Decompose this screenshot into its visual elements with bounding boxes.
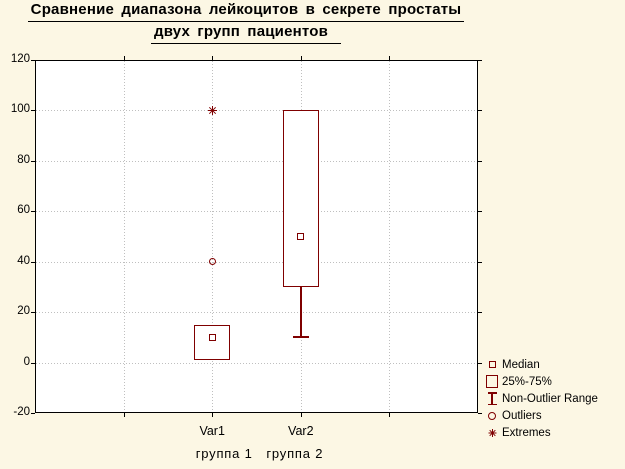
y-tick-label: 100 [10,103,30,115]
y-tick-label: 120 [10,53,30,65]
x-tick-bottom [124,413,125,417]
extreme-asterisk-icon [488,428,496,437]
median-square-icon [488,361,496,368]
group-label-2: группа 2 [266,446,324,461]
y-tick-left [31,161,35,162]
y-tick-right [478,161,482,162]
legend-symbol-cell [485,375,499,389]
legend-symbol-cell [485,358,499,372]
y-tick-label: -20 [13,406,30,418]
x-tick-top [212,56,213,60]
y-tick-right [478,110,482,111]
chart-title-line2: двух групп пациентов [150,22,342,44]
y-tick-label: 60 [17,204,30,216]
y-tick-left [31,312,35,313]
legend-item-label: 25%-75% [502,375,552,388]
y-tick-label: 80 [17,154,30,166]
x-tick-top [301,56,302,60]
chart-title: Сравнение диапазона лейкоцитов в секрете… [0,0,492,44]
legend-item-label: Extremes [502,426,551,439]
whisker-cap-var2 [292,336,309,339]
y-tick-right [478,413,482,414]
legend-symbol-cell [485,392,499,406]
legend-item-label: Outliers [502,409,542,422]
plot-area [35,60,478,413]
legend-symbol-cell [485,409,499,423]
y-tick-left [31,211,35,212]
y-tick-label: 40 [17,255,30,267]
y-tick-left [31,262,35,263]
y-gridline [36,363,477,364]
median-marker-var2 [297,233,305,240]
y-tick-left [31,363,35,364]
x-gridline [124,61,125,412]
x-tick-bottom [212,413,213,417]
x-gridline [389,61,390,412]
y-gridline [36,161,477,162]
legend: Median 25%-75% Non-Outlier Range Outliers Ex… [485,356,598,441]
legend-item-box-25-75: 25%-75% [485,373,598,390]
outlier-marker-var1 [208,258,216,266]
box-25-75-icon [486,375,498,388]
x-tick-label-var2: Var2 [288,424,314,438]
legend-item-median-square: Median [485,356,598,373]
y-tick-label: 20 [17,305,30,317]
x-gridline [212,61,213,412]
legend-item-label: Non-Outlier Range [502,392,598,405]
outlier-circle-icon [488,411,496,420]
legend-item-label: Median [502,358,540,371]
median-marker-var1 [208,333,216,341]
y-tick-left [31,413,35,414]
x-tick-bottom [301,413,302,417]
y-gridline [36,312,477,313]
legend-symbol-cell [485,426,499,440]
y-tick-right [478,363,482,364]
y-gridline [36,110,477,111]
extreme-marker-var1 [207,105,217,115]
y-gridline [36,262,477,263]
y-tick-right [478,211,482,212]
legend-item-extreme-asterisk: Extremes [485,424,598,441]
group-label-1: группа 1 [195,446,253,461]
y-tick-left [31,60,35,61]
whisker-stem-var2 [299,286,302,338]
y-tick-label: 0 [23,356,30,368]
chart-title-line1: Сравнение диапазона лейкоцитов в секрете… [27,0,465,22]
y-tick-right [478,312,482,313]
chart-title-row2: двух групп пациентов [0,22,492,44]
legend-item-whisker-ibeam: Non-Outlier Range [485,390,598,407]
legend-item-outlier-circle: Outliers [485,407,598,424]
y-tick-right [478,60,482,61]
x-tick-label-var1: Var1 [199,424,225,438]
y-gridline [36,211,477,212]
chart-title-row1: Сравнение диапазона лейкоцитов в секрете… [0,0,492,22]
box-25-75-var1 [194,324,231,361]
x-tick-bottom [389,413,390,417]
x-tick-top [124,56,125,60]
y-tick-right [478,262,482,263]
x-tick-top [389,56,390,60]
whisker-ibeam-icon [487,392,497,405]
box-25-75-var2 [282,110,319,287]
y-tick-left [31,110,35,111]
